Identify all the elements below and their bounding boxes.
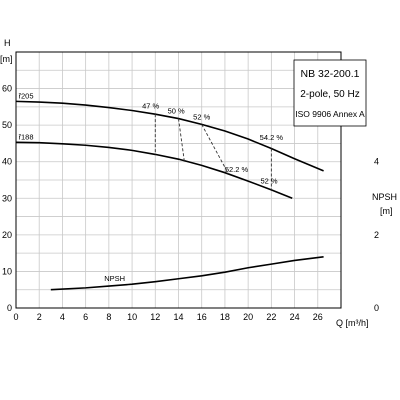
npsh-tick-label: 0: [374, 303, 379, 313]
efficiency-label: 52 %: [260, 177, 277, 186]
x-tick-label: 4: [60, 312, 65, 322]
y-axis-title: H: [4, 38, 11, 48]
x-tick-label: 22: [266, 312, 276, 322]
series-line-ř188: [15, 141, 293, 200]
x-tick-label: 18: [220, 312, 230, 322]
series-label: ř205: [18, 91, 33, 100]
y-tick-label: 20: [2, 230, 12, 240]
efficiency-label: 47 %: [142, 102, 159, 111]
y-tick-label: 50: [2, 120, 12, 130]
efficiency-label: 52.2 %: [225, 165, 249, 174]
x-tick-label: 0: [13, 312, 18, 322]
efficiency-label: 50 %: [168, 106, 185, 115]
x-tick-label: 6: [83, 312, 88, 322]
y-axis-unit: [m]: [0, 54, 13, 64]
x-tick-label: 14: [173, 312, 183, 322]
series-line-NPSH: [50, 256, 324, 291]
plot-frame: [15, 51, 342, 309]
x-tick-label: 10: [127, 312, 137, 322]
x-tick-label: 2: [37, 312, 42, 322]
series-line-ř205: [15, 100, 324, 172]
legend-model: NB 32-200.1: [301, 68, 360, 80]
x-tick-labels: 0 2 4 6 8 10 12 14 16 18 20 22 24 26: [13, 312, 322, 322]
series-label: NPSH: [104, 274, 125, 283]
legend-speed: 2-pole, 50 Hz: [300, 89, 359, 100]
x-tick-label: 20: [243, 312, 253, 322]
npsh-axis-unit: [m]: [380, 206, 393, 216]
npsh-tick-labels: 0 2 4: [374, 157, 379, 313]
efficiency-line: [178, 118, 185, 162]
series-label: ř188: [18, 132, 33, 141]
x-tick-label: 8: [106, 312, 111, 322]
x-axis-title: Q [m³/h]: [336, 318, 369, 328]
npsh-tick-label: 2: [374, 230, 379, 240]
grid: [16, 52, 341, 308]
y-tick-label: 30: [2, 193, 12, 203]
x-tick-label: 16: [197, 312, 207, 322]
y-tick-label: 60: [2, 84, 12, 94]
x-tick-label: 24: [290, 312, 300, 322]
y-tick-label: 40: [2, 157, 12, 167]
curves: ř205 ř188 NPSH: [15, 91, 324, 291]
efficiency-label: 52 %: [193, 113, 210, 122]
efficiency-label: 54.2 %: [260, 133, 284, 142]
npsh-tick-label: 4: [374, 157, 379, 167]
x-tick-label: 26: [313, 312, 323, 322]
y-tick-labels: 0 10 20 30 40 50 60: [2, 84, 12, 313]
npsh-axis-title: NPSH: [372, 192, 397, 202]
x-tick-label: 12: [150, 312, 160, 322]
efficiency-lines: 47 % 50 % 52 % 54.2 % 52.2 % 52 %: [142, 102, 283, 190]
legend-box: NB 32-200.1 2-pole, 50 Hz ISO 9906 Annex…: [293, 59, 367, 127]
legend-standard: ISO 9906 Annex A: [295, 109, 365, 119]
y-tick-label: 0: [7, 303, 12, 313]
efficiency-line: [201, 124, 229, 174]
y-tick-label: 10: [2, 266, 12, 276]
